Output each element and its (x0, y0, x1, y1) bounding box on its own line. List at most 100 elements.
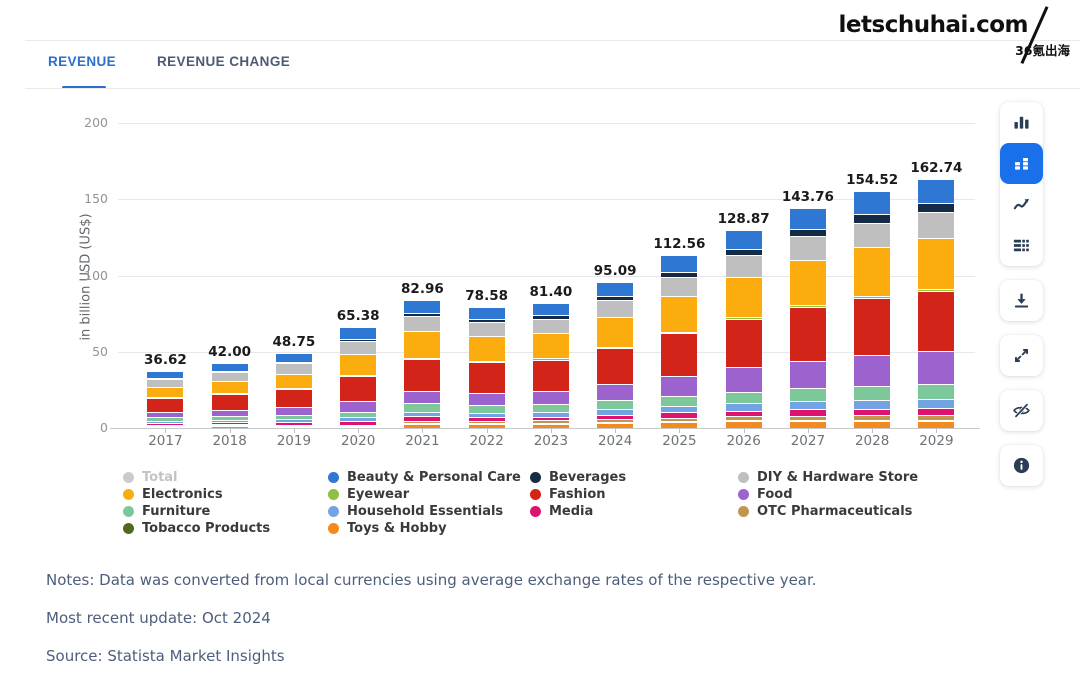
stacked-chart-button[interactable] (1000, 143, 1043, 184)
bar-segment-toys-hobby-2019 (275, 426, 312, 429)
bar-segment-food-2023 (532, 391, 569, 405)
bar-segment-otc-pharmaceuticals-2029 (918, 414, 955, 420)
legend-dot-beverages (530, 472, 541, 483)
bar-segment-beauty-personal-care-2019 (275, 353, 312, 362)
total-label-2017: 36.62 (144, 352, 187, 369)
legend-item-fashion[interactable]: Fashion (530, 487, 738, 502)
bar-2021 (404, 301, 441, 429)
bar-segment-household-essentials-2026 (725, 403, 762, 411)
legend-dot-media (530, 506, 541, 517)
x-tick-2028 (872, 428, 874, 433)
bar-segment-fashion-2026 (725, 319, 762, 368)
tab-revenue-change[interactable]: REVENUE CHANGE (157, 54, 291, 69)
legend-item-beauty-personal-care[interactable]: Beauty & Personal Care (328, 470, 530, 485)
bar-segment-beverages-2026 (725, 249, 762, 256)
notes-text: Notes: Data was converted from local cur… (46, 571, 817, 589)
bar-segment-otc-pharmaceuticals-2024 (597, 419, 634, 422)
bar-segment-tobacco-products-2029 (918, 419, 955, 421)
bar-2023 (532, 303, 569, 428)
bar-segment-toys-hobby-2026 (725, 421, 762, 428)
total-label-2022: 78.58 (465, 288, 508, 305)
legend-item-toys-hobby[interactable]: Toys & Hobby (328, 521, 530, 536)
bar-segment-furniture-2026 (725, 391, 762, 404)
bar-segment-food-2025 (661, 375, 698, 396)
chart-legend: Total Beauty & Personal Care Beverages DIY … (123, 469, 918, 537)
x-tick-2025 (679, 428, 681, 433)
bar-segment-toys-hobby-2027 (789, 420, 826, 428)
bar-segment-fashion-2017 (147, 398, 184, 413)
tab-revenue[interactable]: REVENUE (48, 54, 117, 69)
info-icon (1012, 456, 1031, 475)
bar-segment-food-2024 (597, 384, 634, 401)
total-label-2027: 143.76 (781, 188, 834, 205)
x-tick-2022 (486, 428, 488, 433)
x-axis-label-2028: 2028 (854, 433, 890, 449)
bar-segment-media-2023 (532, 416, 569, 421)
bar-segment-media-2024 (597, 414, 634, 420)
bar-segment-beverages-2029 (918, 203, 955, 213)
y-tick-label-50: 50 (92, 343, 108, 359)
bar-segment-tobacco-products-2026 (725, 420, 762, 422)
legend-item-tobacco-products[interactable]: Tobacco Products (123, 521, 328, 536)
legend-item-food[interactable]: Food (738, 487, 918, 502)
x-tick-2029 (936, 428, 938, 433)
bar-segment-media-2019 (275, 422, 312, 425)
bar-segment-furniture-2020 (340, 411, 377, 418)
bar-segment-food-2017 (147, 412, 184, 418)
bar-segment-otc-pharmaceuticals-2022 (468, 421, 505, 424)
info-button[interactable] (1000, 445, 1043, 486)
x-axis-label-2020: 2020 (340, 433, 376, 449)
bar-segment-toys-hobby-2028 (854, 420, 891, 428)
bar-segment-beauty-personal-care-2018 (211, 363, 248, 371)
bar-2024 (597, 282, 634, 429)
legend-dot-diy-hardware-store (738, 472, 749, 483)
bar-segment-fashion-2029 (918, 291, 955, 351)
legend-item-furniture[interactable]: Furniture (123, 504, 328, 519)
bar-segment-beauty-personal-care-2020 (340, 328, 377, 339)
bar-segment-toys-hobby-2029 (918, 420, 955, 428)
line-chart-button[interactable] (1000, 184, 1043, 225)
chart-type-group (1000, 102, 1043, 266)
legend-item-total[interactable]: Total (123, 470, 328, 485)
legend-item-household-essentials[interactable]: Household Essentials (328, 504, 530, 519)
download-button[interactable] (1000, 280, 1043, 321)
legend-item-otc-pharmaceuticals[interactable]: OTC Pharmaceuticals (738, 504, 918, 519)
bar-segment-toys-hobby-2025 (661, 421, 698, 428)
total-label-2020: 65.38 (336, 308, 380, 325)
x-tick-2017 (165, 428, 167, 433)
table-button[interactable] (1000, 225, 1043, 266)
bar-segment-toys-hobby-2021 (404, 423, 441, 429)
bar-segment-fashion-2022 (468, 362, 505, 394)
bar-segment-electronics-2027 (789, 259, 826, 306)
fullscreen-button[interactable] (1000, 335, 1043, 376)
y-tick-label-200: 200 (84, 115, 108, 130)
bar-segment-food-2019 (275, 407, 312, 416)
bar-segment-beverages-2025 (661, 271, 698, 277)
total-label-2025: 112.56 (653, 236, 706, 253)
bar-segment-furniture-2028 (854, 385, 891, 400)
bar-segment-beverages-2017 (147, 378, 184, 380)
bar-segment-furniture-2025 (661, 395, 698, 407)
bar-segment-eyewear-2028 (854, 295, 891, 299)
bar-segment-beauty-personal-care-2022 (468, 308, 505, 319)
column-chart-button[interactable] (1000, 102, 1043, 143)
bar-segment-household-essentials-2017 (147, 420, 184, 423)
legend-item-beverages[interactable]: Beverages (530, 470, 738, 485)
bar-segment-household-essentials-2019 (275, 419, 312, 423)
legend-item-diy-hardware-store[interactable]: DIY & Hardware Store (738, 470, 918, 485)
bar-segment-fashion-2018 (211, 393, 248, 410)
bar-segment-otc-pharmaceuticals-2025 (661, 417, 698, 421)
legend-item-eyewear[interactable]: Eyewear (328, 487, 530, 502)
bar-segment-furniture-2023 (532, 404, 569, 412)
bar-segment-food-2021 (404, 391, 441, 404)
bar-segment-beauty-personal-care-2017 (147, 372, 184, 379)
bar-segment-beverages-2028 (854, 214, 891, 223)
legend-item-electronics[interactable]: Electronics (123, 487, 328, 502)
hide-series-button[interactable] (1000, 390, 1043, 431)
bar-segment-tobacco-products-2020 (340, 425, 377, 427)
bar-segment-toys-hobby-2018 (211, 426, 248, 428)
legend-item-media[interactable]: Media (530, 504, 738, 519)
bar-segment-eyewear-2023 (532, 358, 569, 360)
bar-segment-furniture-2029 (918, 383, 955, 399)
bar-2022 (468, 308, 505, 428)
